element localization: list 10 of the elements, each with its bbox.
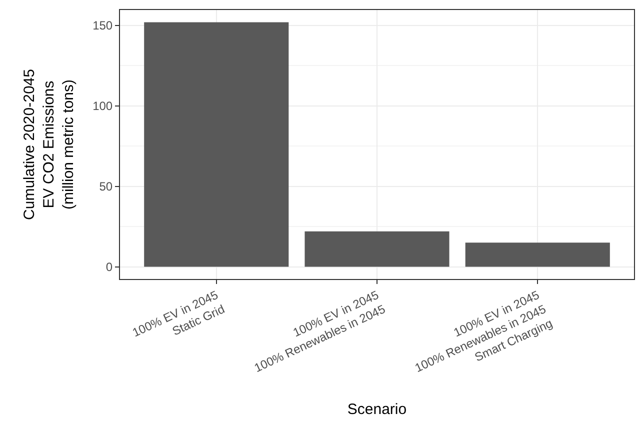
x-tick-label: 100% EV in 2045 Static Grid [130,288,227,340]
y-tick-label: 100 [92,99,113,114]
y-tick-label: 150 [92,18,113,33]
y-axis-title: Cumulative 2020-2045 EV CO2 Emissions (million metric tons) [20,69,77,220]
bar [144,22,289,267]
y-tick-label: 50 [99,180,113,194]
bar [304,231,450,267]
bar [465,242,610,267]
y-tick-label: 0 [106,260,113,274]
x-axis-title: Scenario [347,401,407,418]
